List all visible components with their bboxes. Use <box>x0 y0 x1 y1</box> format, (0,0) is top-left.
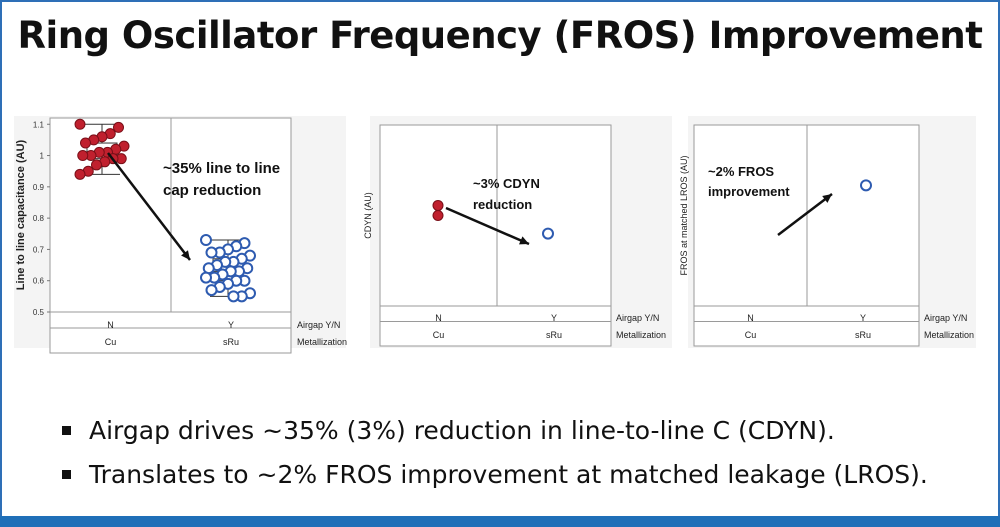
trend-arrow-line <box>445 206 530 246</box>
data-point-sru <box>205 284 218 297</box>
airgap-row-title: Airgap Y/N <box>924 313 967 323</box>
slide-frame <box>0 0 1000 516</box>
slide-title: Ring Oscillator Frequency (FROS) Improve… <box>17 14 983 57</box>
bullet-item: Airgap drives ~35% (3%) reduction in lin… <box>62 408 928 452</box>
metallization-category-label: sRu <box>855 330 871 340</box>
y-axis-label: CDYN (AU) <box>363 192 373 239</box>
metallization-category-label: Cu <box>105 337 117 347</box>
y-axis-label: FROS at matched LROS (AU) <box>679 155 689 275</box>
y-tick-label: 0.5 <box>33 308 45 317</box>
bullet-text: Airgap drives ~35% (3%) reduction in lin… <box>89 415 835 445</box>
airgap-category-label: Y <box>860 313 866 323</box>
y-tick-label: 0.6 <box>33 277 45 286</box>
chart-annotation: ~35% line to line <box>163 160 280 177</box>
airgap-row-title: Airgap Y/N <box>616 313 659 323</box>
category-table <box>693 305 920 347</box>
trend-arrow-head-icon <box>519 236 529 245</box>
y-tick-label: 0.9 <box>33 183 45 192</box>
data-point-cu <box>113 121 124 133</box>
data-point-cu <box>432 210 444 221</box>
square-bullet-icon <box>62 425 71 435</box>
airgap-row-title: Airgap Y/N <box>297 320 340 330</box>
data-point-sru <box>205 246 218 259</box>
airgap-category-label: Y <box>228 320 234 330</box>
metallization-category-label: Cu <box>745 330 757 340</box>
data-point-cu <box>74 118 86 130</box>
data-point-cu <box>432 199 444 211</box>
y-tick-label: 0.7 <box>33 245 45 254</box>
bottom-accent-bar <box>0 516 1000 527</box>
trend-arrow-head-icon <box>181 250 190 260</box>
metallization-category-label: sRu <box>546 330 562 340</box>
data-point-sru <box>200 234 212 247</box>
square-bullet-icon <box>62 469 71 479</box>
data-point-cu <box>80 137 91 149</box>
airgap-category-label: N <box>107 320 114 330</box>
airgap-category-label: N <box>747 313 754 323</box>
data-point-sru <box>227 290 240 303</box>
chart-annotation: cap reduction <box>163 182 261 199</box>
metallization-row-title: Metallization <box>616 330 666 340</box>
trend-arrow-line <box>107 152 191 261</box>
bullet-item: Translates to ~2% FROS improvement at ma… <box>62 452 928 496</box>
category-table <box>49 311 292 354</box>
bullet-text: Translates to ~2% FROS improvement at ma… <box>89 459 928 489</box>
metallization-category-label: sRu <box>223 337 239 347</box>
y-tick-label: 1 <box>40 152 45 161</box>
category-table <box>379 305 612 347</box>
y-tick-label: 1.1 <box>33 120 45 129</box>
metallization-category-label: Cu <box>433 330 445 340</box>
y-tick-label: 0.8 <box>33 214 45 223</box>
metallization-row-title: Metallization <box>924 330 974 340</box>
trend-arrow-head-icon <box>822 194 832 203</box>
airgap-category-label: N <box>435 313 442 323</box>
airgap-category-label: Y <box>551 313 557 323</box>
bullet-list: Airgap drives ~35% (3%) reduction in lin… <box>62 408 928 496</box>
data-point-sru <box>200 271 212 284</box>
chart-annotation: improvement <box>708 184 790 199</box>
data-point-sru <box>860 179 872 192</box>
chart-annotation: ~3% CDYN <box>473 176 540 191</box>
data-point-sru <box>542 227 554 240</box>
data-point-cu <box>91 159 102 171</box>
metallization-row-title: Metallization <box>297 337 347 347</box>
data-point-cu <box>77 150 89 162</box>
chart-annotation: reduction <box>473 197 532 212</box>
data-point-cu <box>74 168 86 180</box>
chart-annotation: ~2% FROS <box>708 164 774 179</box>
y-axis-label: Line to line capacitance (AU) <box>15 139 27 290</box>
trend-arrow-line <box>777 193 833 236</box>
plot-frame <box>379 124 612 307</box>
